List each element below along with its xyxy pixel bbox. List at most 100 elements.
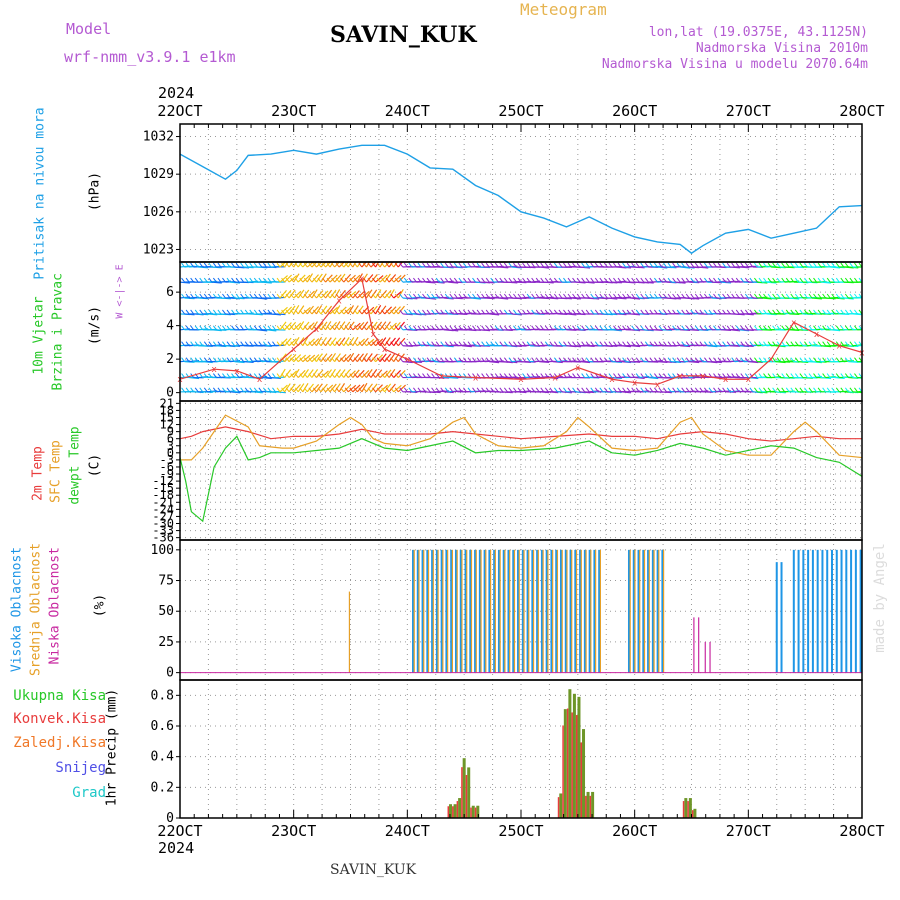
wind-barb-feather — [567, 373, 572, 378]
precip-snow-label: Snijeg — [55, 760, 106, 776]
wind-barb — [343, 274, 351, 283]
wind-barb — [315, 322, 324, 331]
wind-barb-feather — [844, 262, 849, 268]
wind-barb — [288, 321, 297, 331]
wind-speed-point: x — [655, 380, 661, 390]
wind-barb-feather — [394, 262, 399, 268]
wind-barb-feather — [285, 387, 290, 393]
wind-barb-feather — [781, 277, 786, 283]
wind-barb-feather — [312, 357, 317, 362]
wind-barb-feather — [817, 309, 822, 315]
wind-barb — [311, 321, 318, 331]
precip-conv-bar — [571, 712, 573, 818]
wind-barb — [311, 289, 318, 299]
wind-barb — [388, 274, 397, 283]
wind-barb-feather — [676, 387, 681, 393]
wind-barb-feather — [458, 387, 463, 393]
wind-barb — [397, 353, 405, 363]
wind-barb-feather — [776, 325, 781, 331]
wind-barb-feather — [622, 373, 626, 378]
wind-barb-feather — [453, 293, 458, 299]
wind-barb-feather — [735, 309, 740, 315]
wind-barb-feather — [353, 341, 358, 347]
wind-barb-feather — [426, 309, 431, 315]
wind-barb-feather — [726, 262, 731, 268]
wind-barb-feather — [726, 387, 731, 393]
wind-barb — [379, 274, 388, 283]
wind-barb-feather — [790, 277, 795, 283]
wind-barb-feather — [413, 277, 417, 283]
temp-ytick-label: -27 — [152, 509, 174, 523]
wind-barb — [384, 337, 391, 347]
wind-barb-feather — [522, 293, 526, 299]
wind-barb-feather — [785, 341, 790, 347]
wind-barb-feather — [672, 262, 676, 268]
wind-barb — [315, 290, 324, 299]
wind-barb-feather — [849, 277, 854, 283]
wind-speed-point: x — [291, 345, 297, 355]
wind-barb — [384, 273, 391, 283]
wind-barb — [306, 354, 316, 363]
wind-barb-feather — [267, 325, 272, 331]
wind-barb-feather — [435, 309, 440, 315]
wind-barb-feather — [658, 387, 663, 393]
wind-barb-feather — [463, 309, 467, 315]
wind-barb-feather — [422, 387, 426, 393]
precip-conv-bar — [557, 797, 560, 818]
wind-barb-feather — [353, 293, 358, 299]
wind-barb-feather — [394, 293, 399, 299]
wind-barb-feather — [535, 293, 540, 299]
wind-barb-feather — [626, 341, 631, 347]
wind-barb-feather — [731, 325, 736, 331]
wind-barb-feather — [622, 262, 626, 268]
wind-barb-feather — [663, 341, 667, 347]
wind-barb-feather — [444, 309, 449, 315]
wind-barb-feather — [453, 341, 458, 347]
wind-barb-feather — [640, 309, 645, 315]
wind-barb-feather — [749, 309, 754, 315]
wind-barb — [379, 384, 389, 393]
wind-barb-feather — [635, 357, 640, 362]
wind-barb-feather — [367, 293, 372, 299]
wind-barb-feather — [217, 357, 222, 362]
wind-barb-feather — [563, 309, 567, 315]
wind-barb-feather — [408, 309, 413, 315]
wind-barb-feather — [249, 277, 254, 283]
wind-barb-feather — [754, 277, 758, 283]
pressure-ytick-label: 1023 — [143, 242, 174, 257]
wind-barb-feather — [790, 357, 795, 362]
wind-barb-feather — [226, 387, 231, 393]
wind-barb-feather — [494, 293, 499, 299]
wind-barb-feather — [431, 373, 436, 378]
wind-barb-feather — [381, 277, 386, 283]
wind-barb-feather — [349, 373, 354, 378]
wind-barb-feather — [403, 325, 408, 331]
wind-barb-feather — [240, 293, 245, 299]
wind-barb-feather — [262, 277, 267, 283]
wind-barb — [397, 384, 407, 393]
wind-barb-feather — [458, 341, 463, 347]
wind-barb-feather — [831, 309, 836, 315]
wind-barb-feather — [772, 387, 777, 393]
wind-barb-feather — [590, 387, 595, 393]
wind-barb-feather — [253, 357, 258, 362]
wind-barb-feather — [490, 262, 495, 268]
wind-barb-feather — [290, 373, 295, 378]
wind-barb-feather — [608, 387, 613, 393]
wind-barb-feather — [699, 277, 704, 283]
wind-barb-feather — [385, 341, 390, 347]
wind-barb-feather — [699, 387, 704, 393]
wind-speed-point: x — [336, 297, 342, 307]
wind-barb-feather — [208, 293, 213, 299]
precip-unit: 1hr Precip (mm) — [104, 688, 120, 807]
wind-barb-feather — [458, 277, 463, 283]
wind-barb-feather — [808, 293, 813, 299]
wind-barb-feather — [667, 293, 672, 299]
wind-barb-feather — [267, 309, 272, 315]
wind-barb-feather — [540, 387, 545, 393]
wind-barb-feather — [558, 341, 563, 347]
wind-speed-point: x — [791, 318, 797, 328]
wind-barb-feather — [267, 277, 272, 283]
wind-barb-feather — [326, 325, 331, 331]
wind-barb-feather — [672, 325, 676, 331]
